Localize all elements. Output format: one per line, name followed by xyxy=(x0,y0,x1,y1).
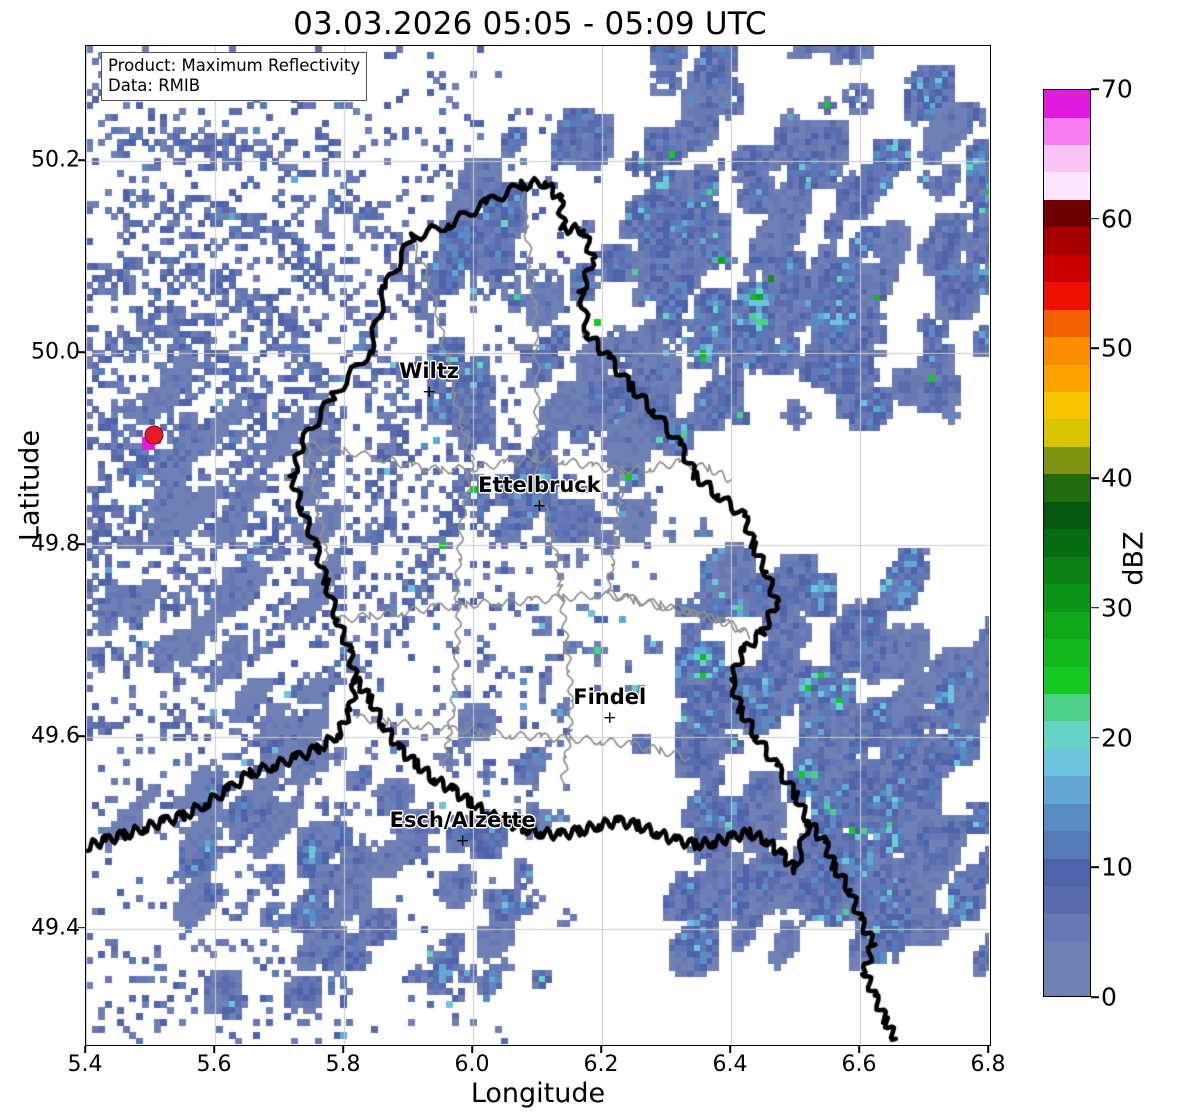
colorbar-segment xyxy=(1044,666,1090,695)
colorbar-segment xyxy=(1044,227,1090,255)
colorbar-segment xyxy=(1044,748,1090,777)
city-label-esch-alzette: Esch/Alzette + xyxy=(389,807,536,851)
colorbar-segment xyxy=(1044,968,1090,996)
colorbar-segment xyxy=(1044,776,1090,804)
x-axis-tick-label: 5.4 xyxy=(67,1052,103,1077)
city-marker-icon: + xyxy=(532,495,547,516)
city-name: Esch/Alzette xyxy=(389,807,536,832)
colorbar-segment xyxy=(1044,803,1090,832)
colorbar-tick-label: 40 xyxy=(1101,463,1133,493)
colorbar-segment xyxy=(1044,611,1090,640)
x-axis-tick-mark xyxy=(471,1046,473,1053)
colorbar-segment xyxy=(1044,90,1090,118)
colorbar-segment xyxy=(1044,446,1090,475)
colorbar-tick-mark xyxy=(1091,477,1099,479)
y-axis-tick-mark xyxy=(78,735,85,737)
data-source-line: Data: RMIB xyxy=(108,76,201,96)
colorbar-segment xyxy=(1044,309,1090,338)
radar-map-plot: Product: Maximum Reflectivity Data: RMIB… xyxy=(85,45,991,1046)
colorbar-tick-label: 20 xyxy=(1101,723,1133,753)
colorbar-segment xyxy=(1044,282,1090,310)
city-marker-icon: + xyxy=(602,707,617,728)
colorbar-tick-label: 60 xyxy=(1101,204,1133,234)
x-axis-tick-label: 6.4 xyxy=(712,1052,748,1077)
city-name: Ettelbruck xyxy=(478,472,601,497)
x-axis-tick-label: 5.8 xyxy=(325,1052,361,1077)
x-axis-tick-mark xyxy=(600,1046,602,1053)
x-axis-tick-label: 6.0 xyxy=(454,1052,490,1077)
colorbar-segment xyxy=(1044,364,1090,393)
colorbar-tick-mark xyxy=(1091,217,1099,220)
y-axis-tick-label: 49.6 xyxy=(31,723,80,749)
city-label-ettelbruck: Ettelbruck + xyxy=(478,472,601,516)
city-name: Findel xyxy=(573,684,647,709)
colorbar-segment xyxy=(1044,694,1090,722)
colorbar-tick-mark xyxy=(1091,866,1099,869)
city-name: Wiltz xyxy=(399,358,460,383)
colorbar-segment xyxy=(1044,886,1090,914)
colorbar-segment xyxy=(1044,144,1090,173)
colorbar-segment xyxy=(1044,858,1090,887)
x-axis-tick-label: 5.6 xyxy=(196,1052,232,1077)
y-axis-tick-label: 49.8 xyxy=(31,531,80,557)
colorbar-segment xyxy=(1044,556,1090,585)
city-marker-icon: + xyxy=(421,381,437,402)
x-axis-tick-mark xyxy=(213,1046,215,1053)
x-axis-tick-label: 6.2 xyxy=(583,1052,619,1077)
y-axis-tick-label: 49.4 xyxy=(31,915,80,941)
colorbar-segment xyxy=(1044,831,1090,859)
colorbar-segment xyxy=(1044,199,1090,228)
product-line: Product: Maximum Reflectivity xyxy=(108,56,361,75)
colorbar-segment xyxy=(1044,337,1090,365)
x-axis-tick-mark xyxy=(84,1046,86,1053)
colorbar-tick-mark xyxy=(1091,607,1099,609)
page-title: 03.03.2026 05:05 - 05:09 UTC xyxy=(293,6,767,42)
colorbar-segment xyxy=(1044,254,1090,283)
y-axis-tick-label: 50.2 xyxy=(31,147,80,173)
radar-site-marker xyxy=(144,425,164,445)
colorbar xyxy=(1043,89,1091,997)
x-axis-tick-mark xyxy=(729,1046,731,1053)
y-axis-tick-label: 50.0 xyxy=(31,339,80,365)
city-marker-icon: + xyxy=(455,830,470,851)
colorbar-segment xyxy=(1044,941,1090,969)
colorbar-segment xyxy=(1044,419,1090,447)
colorbar-segment xyxy=(1044,721,1090,749)
colorbar-label: dBZ xyxy=(1118,531,1150,586)
city-label-findel: Findel + xyxy=(573,684,647,728)
colorbar-segment xyxy=(1044,117,1090,145)
colorbar-segment xyxy=(1044,584,1090,612)
x-axis-tick-mark xyxy=(342,1046,344,1053)
colorbar-tick-label: 70 xyxy=(1101,74,1133,104)
y-axis-tick-mark xyxy=(78,351,85,353)
x-axis-tick-mark xyxy=(858,1046,860,1053)
y-axis-tick-mark xyxy=(78,927,85,929)
y-axis-tick-mark xyxy=(78,543,85,545)
colorbar-segment xyxy=(1044,392,1090,420)
colorbar-tick-label: 30 xyxy=(1101,593,1133,623)
colorbar-segment xyxy=(1044,529,1090,557)
colorbar-segment xyxy=(1044,172,1090,200)
x-axis-tick-label: 6.8 xyxy=(970,1052,1006,1077)
colorbar-tick-mark xyxy=(1091,996,1099,998)
city-label-wiltz: Wiltz + xyxy=(399,358,460,402)
colorbar-tick-label: 0 xyxy=(1101,982,1117,1012)
y-axis-tick-mark xyxy=(78,159,85,161)
colorbar-segment xyxy=(1044,913,1090,942)
colorbar-tick-mark xyxy=(1091,88,1099,90)
colorbar-segment xyxy=(1044,474,1090,502)
colorbar-tick-label: 50 xyxy=(1101,333,1133,363)
product-info-box: Product: Maximum Reflectivity Data: RMIB xyxy=(101,52,368,102)
radar-reflectivity-canvas xyxy=(86,46,989,1044)
colorbar-tick-label: 10 xyxy=(1101,852,1133,882)
x-axis-tick-label: 6.6 xyxy=(841,1052,877,1077)
x-axis-label: Longitude xyxy=(470,1078,606,1109)
x-axis-tick-mark xyxy=(987,1046,989,1053)
colorbar-segment xyxy=(1044,501,1090,530)
colorbar-tick-mark xyxy=(1091,736,1099,739)
colorbar-segment xyxy=(1044,639,1090,667)
y-axis-label: Latitude xyxy=(14,429,46,542)
colorbar-tick-mark xyxy=(1091,347,1099,350)
